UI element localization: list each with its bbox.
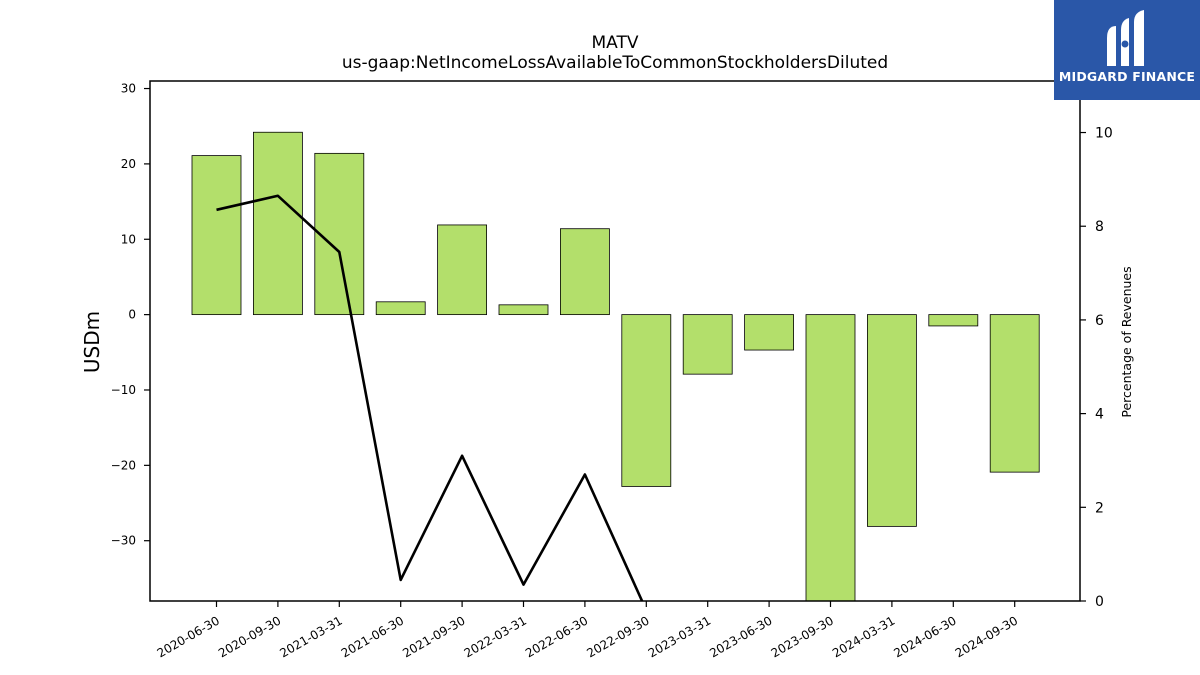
x-tick-label: 2022-06-30 [523, 613, 590, 660]
plot-frame [149, 80, 1081, 602]
line-series [216, 194, 644, 601]
x-tick-label: 2024-09-30 [953, 613, 1020, 660]
bar [191, 155, 242, 316]
line-layer [216, 194, 644, 601]
bar [498, 304, 549, 316]
y-axis-right: 0 2 4 6 8 10 [1080, 126, 1113, 610]
x-tick-label: 2024-06-30 [891, 613, 958, 660]
bar [375, 301, 426, 316]
y-tick-label: 30 [121, 82, 136, 96]
x-tick-label: 2023-03-31 [646, 613, 713, 660]
x-tick-label: 2020-06-30 [155, 613, 222, 660]
y-tick-label: −30 [111, 534, 136, 548]
x-tick-label: 2021-09-30 [400, 613, 467, 660]
bar [682, 314, 733, 375]
y-axis-label: USDm [80, 311, 104, 373]
y2-tick-label: 2 [1095, 500, 1104, 516]
x-tick-label: 2020-09-30 [216, 613, 283, 660]
bar [805, 314, 856, 602]
x-tick-label: 2022-09-30 [584, 613, 651, 660]
y2-tick-label: 10 [1095, 126, 1113, 142]
bars-layer [191, 131, 1040, 602]
midgard-logo-icon [1107, 10, 1144, 66]
bar [560, 228, 610, 316]
y-tick-label: 20 [121, 157, 136, 171]
bar [252, 131, 303, 316]
y2-tick-label: 8 [1095, 219, 1104, 235]
x-axis: 2020-06-302020-09-302021-03-312021-06-30… [155, 601, 1020, 660]
bar [989, 314, 1040, 473]
y-axis-left: 30 20 10 0 −10 −20 −30 [111, 82, 150, 548]
chart-subtitle: us-gaap:NetIncomeLossAvailableToCommonSt… [342, 53, 888, 73]
y2-axis-label: Percentage of Revenues [1119, 266, 1134, 417]
x-tick-label: 2021-06-30 [339, 613, 406, 660]
x-tick-label: 2021-03-31 [277, 613, 344, 660]
bar [928, 314, 979, 327]
bar [314, 152, 365, 316]
logo: MIDGARD FINANCE [1054, 0, 1200, 100]
y2-tick-label: 4 [1095, 407, 1104, 423]
y2-tick-label: 0 [1095, 594, 1104, 610]
x-tick-label: 2023-06-30 [707, 613, 774, 660]
chart-title: MATV [592, 33, 639, 53]
y2-tick-label: 6 [1095, 313, 1104, 329]
y-tick-label: 0 [128, 308, 136, 322]
y-tick-label: 10 [121, 232, 136, 246]
x-tick-label: 2022-03-31 [462, 613, 529, 660]
bar [867, 314, 917, 527]
y-tick-label: −20 [111, 458, 136, 472]
x-tick-label: 2024-03-31 [830, 613, 897, 660]
logo-text: MIDGARD FINANCE [1058, 69, 1196, 84]
y-tick-label: −10 [111, 383, 136, 397]
bar [437, 224, 488, 316]
bar [621, 314, 672, 487]
bar [744, 314, 794, 351]
x-tick-label: 2023-09-30 [769, 613, 836, 660]
